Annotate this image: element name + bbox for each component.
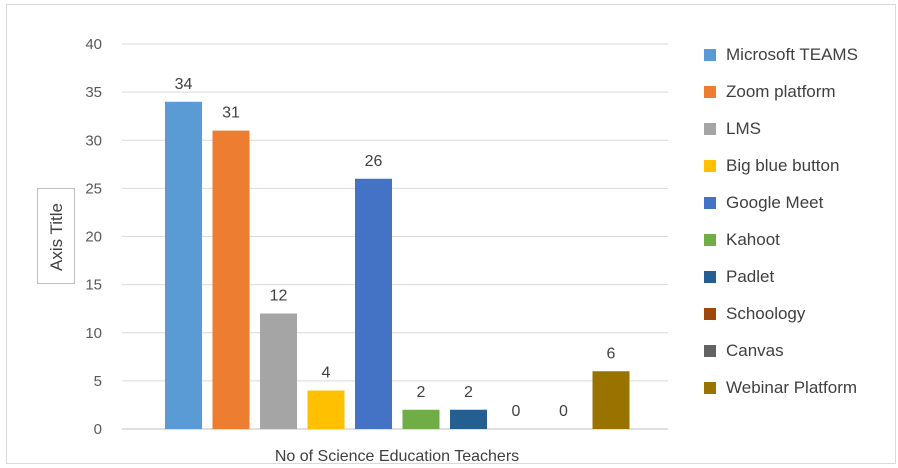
data-label: 12 xyxy=(270,288,288,305)
legend-label: Canvas xyxy=(726,340,784,360)
data-label: 26 xyxy=(365,153,383,170)
y-tick-label: 15 xyxy=(85,277,102,294)
bar-google-meet xyxy=(355,178,392,429)
data-label: 2 xyxy=(417,384,426,401)
legend-label: Webinar Platform xyxy=(726,377,858,397)
legend-item: Schoology xyxy=(704,295,894,332)
legend-label: Padlet xyxy=(726,266,775,286)
y-tick-label: 25 xyxy=(85,180,102,197)
data-label: 2 xyxy=(464,384,473,401)
y-tick-label: 35 xyxy=(85,84,102,101)
legend-item: Webinar Platform xyxy=(704,369,894,406)
bars xyxy=(165,101,630,429)
legend-item: LMS xyxy=(704,110,894,147)
data-label: 34 xyxy=(175,76,193,93)
legend-swatch xyxy=(704,307,716,320)
legend-swatch xyxy=(704,196,716,209)
gridlines xyxy=(122,43,668,430)
legend-swatch xyxy=(704,270,716,283)
legend-label: Big blue button xyxy=(726,155,840,175)
bar-kahoot xyxy=(402,409,440,429)
data-label: 4 xyxy=(322,365,331,382)
legend-item: Canvas xyxy=(704,332,894,369)
y-axis-title: Axis Title xyxy=(47,202,66,272)
legend-swatch xyxy=(704,85,716,98)
bar-big-blue-button xyxy=(307,390,345,429)
legend-item: Kahoot xyxy=(704,221,894,258)
legend: Microsoft TEAMS Zoom platform LMS Big blue … xyxy=(704,36,894,406)
legend-label: Kahoot xyxy=(726,229,780,249)
x-axis-label: No of Science Education Teachers xyxy=(275,448,519,465)
bar-padlet xyxy=(450,409,487,429)
y-tick-label: 10 xyxy=(85,325,102,342)
y-tick-label: 20 xyxy=(85,229,102,246)
legend-label: Zoom platform xyxy=(726,81,836,101)
legend-swatch xyxy=(704,381,716,394)
y-axis-title-box: Axis Title xyxy=(37,188,75,284)
y-tick-label: 0 xyxy=(94,421,102,438)
legend-label: Microsoft TEAMS xyxy=(726,44,858,64)
y-tick-label: 5 xyxy=(94,373,102,390)
y-tick-label: 30 xyxy=(85,132,102,149)
data-label: 0 xyxy=(512,403,521,420)
legend-item: Padlet xyxy=(704,258,894,295)
legend-swatch xyxy=(704,344,716,357)
bar-lms xyxy=(260,313,297,429)
data-label: 6 xyxy=(607,345,616,362)
legend-item: Microsoft TEAMS xyxy=(704,36,894,73)
legend-label: LMS xyxy=(726,118,761,138)
legend-swatch xyxy=(704,159,716,172)
bar-zoom-platform xyxy=(212,130,250,429)
bar-webinar-platform xyxy=(592,371,630,429)
bar-microsoft-teams xyxy=(165,101,202,429)
legend-item: Zoom platform xyxy=(704,73,894,110)
legend-item: Big blue button xyxy=(704,147,894,184)
legend-swatch xyxy=(704,122,716,135)
y-tick-label: 40 xyxy=(85,36,102,53)
legend-swatch xyxy=(704,48,716,61)
data-labels: 34 31 12 4 26 2 2 0 0 6 xyxy=(175,76,616,420)
data-label: 31 xyxy=(222,105,240,122)
chart-frame xyxy=(6,4,896,464)
data-label: 0 xyxy=(559,403,568,420)
legend-label: Schoology xyxy=(726,303,806,323)
legend-item: Google Meet xyxy=(704,184,894,221)
legend-swatch xyxy=(704,233,716,246)
legend-label: Google Meet xyxy=(726,192,824,212)
y-axis-ticks: 0 5 10 15 20 25 30 35 40 xyxy=(85,36,102,438)
